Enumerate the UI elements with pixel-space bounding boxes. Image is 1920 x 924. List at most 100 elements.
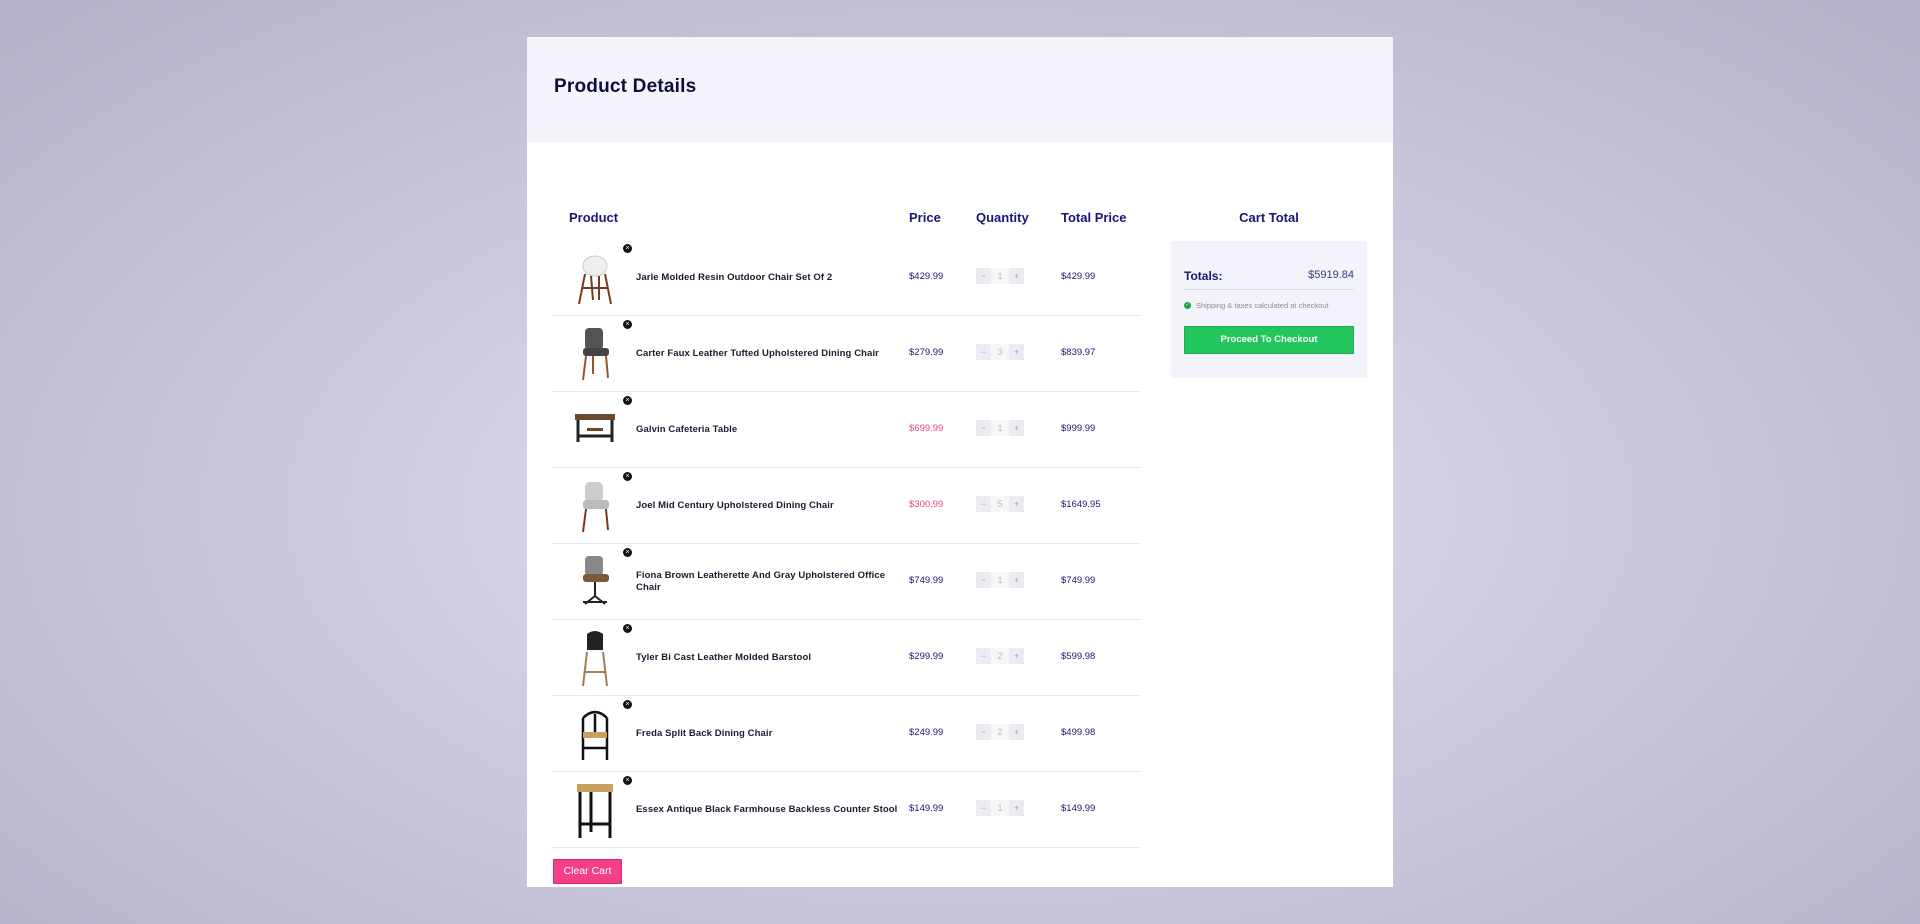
- quantity-input[interactable]: 1: [991, 268, 1009, 284]
- product-image: [581, 710, 609, 760]
- remove-item-icon[interactable]: ×: [623, 244, 632, 253]
- product-name[interactable]: Fiona Brown Leatherette And Gray Upholst…: [636, 570, 886, 593]
- remove-item-icon[interactable]: ×: [623, 548, 632, 557]
- cart-row: × Essex Antique Black Farmhouse Backless…: [553, 772, 1140, 848]
- quantity-input[interactable]: 1: [991, 800, 1009, 816]
- cart-total-box: Totals: $5919.84 ✓ Shipping & taxes calc…: [1171, 241, 1367, 378]
- quantity-stepper: −3 +: [976, 344, 1024, 360]
- quantity-stepper: −2 +: [976, 724, 1024, 740]
- product-name-cell: Essex Antique Black Farmhouse Backless C…: [636, 786, 898, 834]
- product-price: $279.99: [909, 347, 944, 358]
- page-title: Product Details: [554, 76, 697, 97]
- shipping-text: Shipping & taxes calculated at checkout: [1196, 301, 1329, 310]
- product-name-cell: Carter Faux Leather Tufted Upholstered D…: [636, 330, 898, 378]
- col-total: Total Price: [1061, 210, 1127, 225]
- divider: [1184, 289, 1354, 290]
- decrement-button[interactable]: −: [976, 648, 991, 664]
- remove-item-icon[interactable]: ×: [623, 700, 632, 709]
- increment-button[interactable]: +: [1009, 420, 1024, 436]
- totals-label: Totals:: [1184, 269, 1223, 283]
- product-image: [577, 784, 613, 838]
- quantity-stepper: −5 +: [976, 496, 1024, 512]
- row-total: $499.98: [1061, 727, 1096, 738]
- cart-row: × Freda Split Back Dining Chair $249.99 …: [553, 696, 1140, 772]
- product-price: $299.99: [909, 651, 944, 662]
- decrement-button[interactable]: −: [976, 420, 991, 436]
- row-total: $839.97: [1061, 347, 1096, 358]
- row-total: $999.99: [1061, 423, 1096, 434]
- quantity-input[interactable]: 1: [991, 420, 1009, 436]
- product-image: [578, 255, 612, 305]
- remove-item-icon[interactable]: ×: [623, 624, 632, 633]
- product-name[interactable]: Essex Antique Black Farmhouse Backless C…: [636, 804, 898, 815]
- row-total: $429.99: [1061, 271, 1096, 282]
- decrement-button[interactable]: −: [976, 268, 991, 284]
- product-name[interactable]: Galvin Cafeteria Table: [636, 424, 738, 435]
- quantity-input[interactable]: 1: [991, 572, 1009, 588]
- quantity-stepper: −1 +: [976, 800, 1024, 816]
- product-name-cell: Jarle Molded Resin Outdoor Chair Set Of …: [636, 254, 898, 302]
- product-name-cell: Fiona Brown Leatherette And Gray Upholst…: [636, 558, 898, 606]
- quantity-input[interactable]: 3: [991, 344, 1009, 360]
- checkout-button[interactable]: Proceed To Checkout: [1184, 326, 1354, 354]
- totals-value: $5919.84: [1308, 269, 1354, 281]
- increment-button[interactable]: +: [1009, 344, 1024, 360]
- cart-total-title: Cart Total: [1239, 210, 1299, 225]
- check-circle-icon: ✓: [1184, 302, 1191, 309]
- decrement-button[interactable]: −: [976, 800, 991, 816]
- row-total: $149.99: [1061, 803, 1096, 814]
- remove-item-icon[interactable]: ×: [623, 776, 632, 785]
- increment-button[interactable]: +: [1009, 496, 1024, 512]
- decrement-button[interactable]: −: [976, 344, 991, 360]
- row-total: $599.98: [1061, 651, 1096, 662]
- cart-row: × Fiona Brown Leatherette And Gray Uphol…: [553, 544, 1140, 620]
- product-price: $300.99: [909, 499, 944, 510]
- product-image: [575, 414, 615, 442]
- product-name-cell: Tyler Bi Cast Leather Molded Barstool: [636, 634, 898, 682]
- quantity-input[interactable]: 5: [991, 496, 1009, 512]
- quantity-stepper: −1 +: [976, 420, 1024, 436]
- product-name[interactable]: Tyler Bi Cast Leather Molded Barstool: [636, 652, 812, 663]
- remove-item-icon[interactable]: ×: [623, 472, 632, 481]
- col-product: Product: [569, 210, 619, 225]
- cart-row: × Carter Faux Leather Tufted Upholstered…: [553, 316, 1140, 392]
- product-image: [582, 631, 608, 686]
- page-header: Product Details: [527, 37, 1393, 142]
- product-image: [583, 556, 609, 605]
- increment-button[interactable]: +: [1009, 572, 1024, 588]
- shipping-note: ✓ Shipping & taxes calculated at checkou…: [1184, 301, 1359, 310]
- col-price: Price: [909, 210, 941, 225]
- product-name-cell: Joel Mid Century Upholstered Dining Chai…: [636, 482, 898, 530]
- quantity-stepper: −1 +: [976, 572, 1024, 588]
- product-price: $149.99: [909, 803, 944, 814]
- product-price: $249.99: [909, 727, 944, 738]
- product-price: $699.99: [909, 423, 944, 434]
- product-image: [582, 482, 609, 533]
- product-name[interactable]: Joel Mid Century Upholstered Dining Chai…: [636, 500, 834, 511]
- decrement-button[interactable]: −: [976, 724, 991, 740]
- decrement-button[interactable]: −: [976, 572, 991, 588]
- product-price: $429.99: [909, 271, 944, 282]
- increment-button[interactable]: +: [1009, 268, 1024, 284]
- product-name-cell: Freda Split Back Dining Chair: [636, 710, 898, 758]
- product-name-cell: Galvin Cafeteria Table: [636, 406, 898, 454]
- row-total: $1649.95: [1061, 499, 1101, 510]
- increment-button[interactable]: +: [1009, 648, 1024, 664]
- remove-item-icon[interactable]: ×: [623, 396, 632, 405]
- quantity-input[interactable]: 2: [991, 648, 1009, 664]
- cart-row: × Galvin Cafeteria Table $699.99 −1 + $99…: [553, 392, 1140, 468]
- cart-row: × Jarle Molded Resin Outdoor Chair Set O…: [553, 240, 1140, 316]
- product-name[interactable]: Jarle Molded Resin Outdoor Chair Set Of …: [636, 272, 833, 283]
- increment-button[interactable]: +: [1009, 800, 1024, 816]
- product-name[interactable]: Carter Faux Leather Tufted Upholstered D…: [636, 348, 879, 359]
- increment-button[interactable]: +: [1009, 724, 1024, 740]
- quantity-input[interactable]: 2: [991, 724, 1009, 740]
- product-name[interactable]: Freda Split Back Dining Chair: [636, 728, 773, 739]
- remove-item-icon[interactable]: ×: [623, 320, 632, 329]
- cart-panel: Product Details Product Price Quantity T…: [527, 37, 1393, 887]
- decrement-button[interactable]: −: [976, 496, 991, 512]
- product-image: [582, 328, 609, 381]
- clear-cart-button[interactable]: Clear Cart: [553, 859, 622, 884]
- product-price: $749.99: [909, 575, 944, 586]
- row-total: $749.99: [1061, 575, 1096, 586]
